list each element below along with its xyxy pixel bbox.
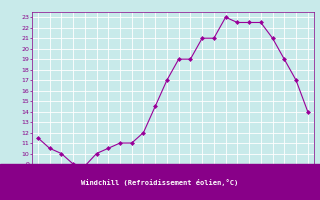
Text: Windchill (Refroidissement éolien,°C): Windchill (Refroidissement éolien,°C) <box>81 178 239 186</box>
